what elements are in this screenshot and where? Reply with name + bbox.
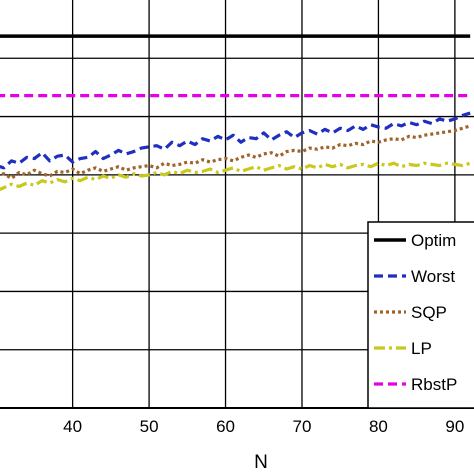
- series-line-worst: [0, 111, 471, 170]
- x-tick-labels: 40 50 60 70 80 90: [63, 417, 464, 436]
- x-tick-label-90: 90: [445, 417, 464, 436]
- x-tick-label-60: 60: [216, 417, 235, 436]
- legend-label-worst: Worst: [411, 267, 455, 286]
- legend-label-rbstp: RbstP: [411, 375, 457, 394]
- legend-label-sqp: SQP: [411, 303, 447, 322]
- legend-label-lp: LP: [411, 339, 432, 358]
- x-tick-label-80: 80: [369, 417, 388, 436]
- x-axis-label: N: [254, 452, 268, 473]
- grid: [0, 0, 474, 408]
- legend: Optim Worst SQP LP RbstP: [367, 221, 474, 409]
- x-tick-label-70: 70: [293, 417, 312, 436]
- series-group: [0, 34, 471, 192]
- legend-box: [367, 221, 474, 409]
- x-tick-label-50: 50: [140, 417, 159, 436]
- legend-label-optim: Optim: [411, 231, 456, 250]
- series-line-sqp: [0, 124, 471, 180]
- series-line-lp: [0, 161, 471, 192]
- x-tick-label-40: 40: [63, 417, 82, 436]
